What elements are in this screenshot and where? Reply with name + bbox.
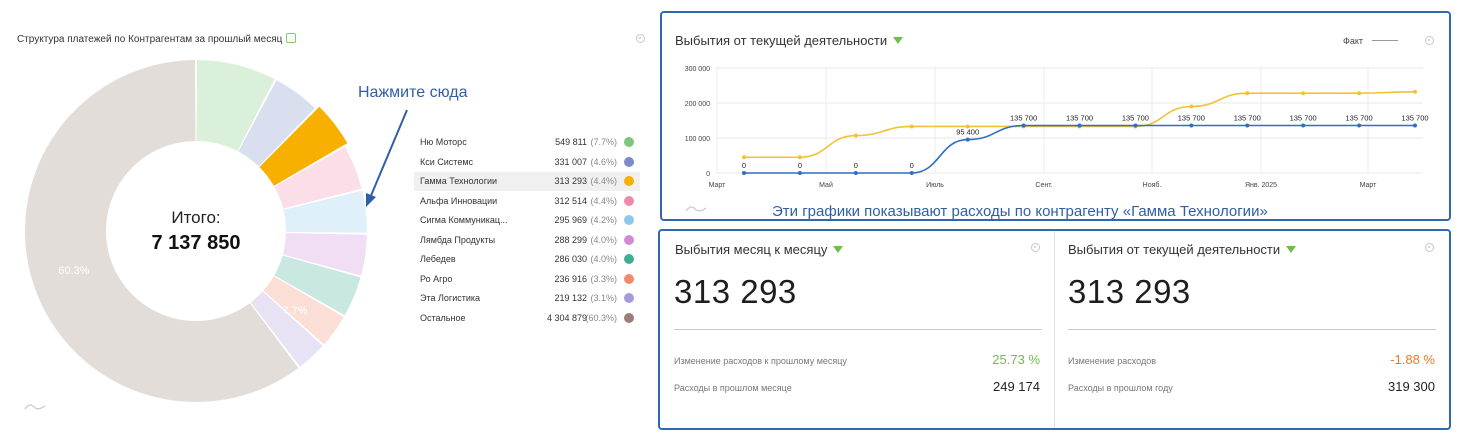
card2-value: 313 293 <box>1068 273 1191 311</box>
data-point[interactable] <box>1357 91 1361 95</box>
card2-row2-label: Расходы в прошлом году <box>1068 383 1173 393</box>
data-point[interactable] <box>1245 124 1249 128</box>
card2-row2-value: 319 300 <box>1335 379 1435 394</box>
data-point[interactable] <box>1189 124 1193 128</box>
data-label: 135 700 <box>1290 114 1317 123</box>
data-label: 135 700 <box>1178 114 1205 123</box>
data-label: 95 400 <box>956 128 979 137</box>
cards-separator <box>1054 231 1055 428</box>
card2-title-text: Выбытия от текущей деятельности <box>1068 242 1280 257</box>
x-tick-label: Нояб. <box>1143 181 1162 189</box>
top-chart-caption: Эти графики показывают расходы по контра… <box>772 203 1268 220</box>
x-tick-label: Май <box>819 181 833 189</box>
y-tick-label: 200 000 <box>685 101 710 108</box>
card1-title-text: Выбытия месяц к месяцу <box>675 242 827 257</box>
x-tick-label: Июль <box>926 182 944 189</box>
data-point[interactable] <box>854 171 858 175</box>
data-point[interactable] <box>910 171 914 175</box>
data-point[interactable] <box>1245 91 1249 95</box>
card1-title: Выбытия месяц к месяцу <box>675 242 843 257</box>
x-tick-label: Сент. <box>1035 182 1052 189</box>
data-point[interactable] <box>1022 124 1026 128</box>
card2-filter-icon[interactable] <box>1286 246 1296 253</box>
data-label: 135 700 <box>1066 114 1093 123</box>
data-label: 0 <box>742 161 746 170</box>
card1-filter-icon[interactable] <box>833 246 843 253</box>
card2-row1-value: -1.88 % <box>1335 352 1435 367</box>
data-point[interactable] <box>742 171 746 175</box>
y-tick-label: 100 000 <box>685 136 710 143</box>
data-point[interactable] <box>966 138 970 142</box>
card2-gear-icon[interactable] <box>1425 243 1434 252</box>
data-point[interactable] <box>742 155 746 159</box>
data-point[interactable] <box>1189 105 1193 109</box>
x-tick-label: Март <box>709 182 727 189</box>
card1-divider <box>674 329 1042 330</box>
x-tick-label: Март <box>1360 182 1378 189</box>
data-point[interactable] <box>1301 124 1305 128</box>
card2-title: Выбытия от текущей деятельности <box>1068 242 1296 257</box>
y-tick-label: 300 000 <box>685 66 710 73</box>
data-label: 135 700 <box>1122 114 1149 123</box>
card1-row2-value: 249 174 <box>940 379 1040 394</box>
data-label: 0 <box>854 161 858 170</box>
data-label: 135 700 <box>1401 114 1428 123</box>
data-label: 0 <box>910 161 914 170</box>
data-label: 135 700 <box>1234 114 1261 123</box>
data-point[interactable] <box>1357 124 1361 128</box>
card2-row1-label: Изменение расходов <box>1068 356 1156 366</box>
card1-row1-label: Изменение расходов к прошлому месяцу <box>674 356 847 366</box>
x-tick-label: Янв. 2025 <box>1245 182 1277 189</box>
card1-row2-label: Расходы в прошлом месяце <box>674 383 792 393</box>
data-point[interactable] <box>1078 124 1082 128</box>
data-label: 0 <box>798 161 802 170</box>
top-chart-logo-icon <box>685 204 707 212</box>
series-line <box>744 126 1415 173</box>
data-point[interactable] <box>1301 91 1305 95</box>
data-point[interactable] <box>798 171 802 175</box>
data-point[interactable] <box>1413 90 1417 94</box>
y-tick-label: 0 <box>706 171 710 178</box>
card1-value: 313 293 <box>674 273 797 311</box>
card1-gear-icon[interactable] <box>1031 243 1040 252</box>
data-label: 135 700 <box>1010 114 1037 123</box>
card2-divider <box>1068 329 1436 330</box>
data-point[interactable] <box>798 155 802 159</box>
card1-row1-value: 25.73 % <box>940 352 1040 367</box>
data-point[interactable] <box>1133 124 1137 128</box>
data-label: 135 700 <box>1346 114 1373 123</box>
data-point[interactable] <box>1413 124 1417 128</box>
data-point[interactable] <box>910 124 914 128</box>
data-point[interactable] <box>854 134 858 138</box>
